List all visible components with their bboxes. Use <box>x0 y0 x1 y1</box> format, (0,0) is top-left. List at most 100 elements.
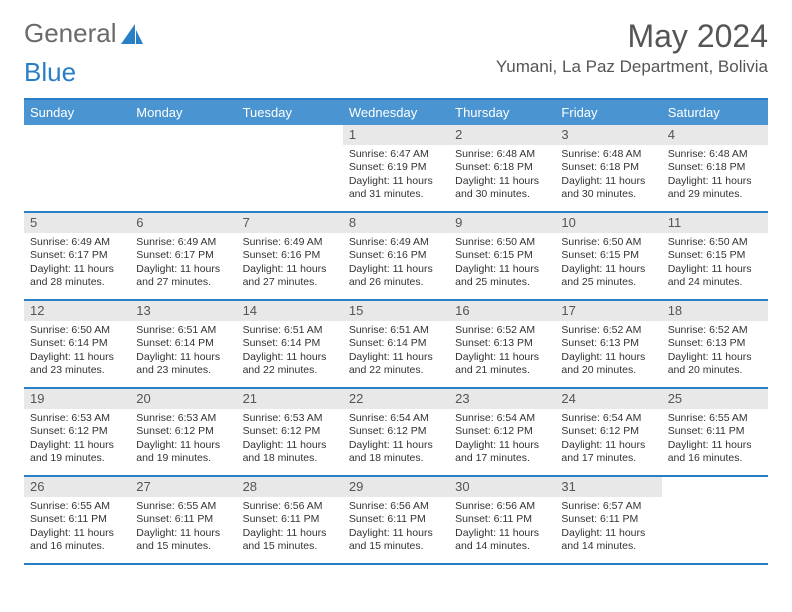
daylight-text: Daylight: 11 hours and 15 minutes. <box>349 527 443 553</box>
week-row: 26Sunrise: 6:55 AMSunset: 6:11 PMDayligh… <box>24 477 768 565</box>
calendar-cell: 26Sunrise: 6:55 AMSunset: 6:11 PMDayligh… <box>24 477 130 563</box>
sunset-text: Sunset: 6:11 PM <box>30 513 124 526</box>
daylight-text: Daylight: 11 hours and 28 minutes. <box>30 263 124 289</box>
calendar-cell: 6Sunrise: 6:49 AMSunset: 6:17 PMDaylight… <box>130 213 236 299</box>
day-header-tuesday: Tuesday <box>237 100 343 125</box>
calendar-cell: 5Sunrise: 6:49 AMSunset: 6:17 PMDaylight… <box>24 213 130 299</box>
week-row: 1Sunrise: 6:47 AMSunset: 6:19 PMDaylight… <box>24 125 768 213</box>
calendar-cell: 8Sunrise: 6:49 AMSunset: 6:16 PMDaylight… <box>343 213 449 299</box>
sunrise-text: Sunrise: 6:48 AM <box>561 148 655 161</box>
day-number: 13 <box>130 301 236 321</box>
sunrise-text: Sunrise: 6:57 AM <box>561 500 655 513</box>
daylight-text: Daylight: 11 hours and 25 minutes. <box>455 263 549 289</box>
sunset-text: Sunset: 6:16 PM <box>243 249 337 262</box>
sunrise-text: Sunrise: 6:56 AM <box>349 500 443 513</box>
calendar-cell: 30Sunrise: 6:56 AMSunset: 6:11 PMDayligh… <box>449 477 555 563</box>
sunset-text: Sunset: 6:18 PM <box>561 161 655 174</box>
sunrise-text: Sunrise: 6:48 AM <box>668 148 762 161</box>
day-number: 10 <box>555 213 661 233</box>
daylight-text: Daylight: 11 hours and 31 minutes. <box>349 175 443 201</box>
day-number: 1 <box>343 125 449 145</box>
daylight-text: Daylight: 11 hours and 18 minutes. <box>243 439 337 465</box>
sunset-text: Sunset: 6:13 PM <box>455 337 549 350</box>
calendar-cell: 19Sunrise: 6:53 AMSunset: 6:12 PMDayligh… <box>24 389 130 475</box>
sunrise-text: Sunrise: 6:54 AM <box>349 412 443 425</box>
day-number: 7 <box>237 213 343 233</box>
daylight-text: Daylight: 11 hours and 27 minutes. <box>136 263 230 289</box>
daylight-text: Daylight: 11 hours and 22 minutes. <box>349 351 443 377</box>
day-number: 18 <box>662 301 768 321</box>
day-number: 28 <box>237 477 343 497</box>
sunrise-text: Sunrise: 6:53 AM <box>136 412 230 425</box>
logo-text-2: Blue <box>24 57 76 88</box>
calendar-cell: 3 Sunrise: 6:48 AMSunset: 6:18 PMDaylight… <box>555 125 661 211</box>
daylight-text: Daylight: 11 hours and 16 minutes. <box>668 439 762 465</box>
day-number: 27 <box>130 477 236 497</box>
sunset-text: Sunset: 6:11 PM <box>668 425 762 438</box>
sunrise-text: Sunrise: 6:49 AM <box>136 236 230 249</box>
day-number: 12 <box>24 301 130 321</box>
calendar-cell <box>24 125 130 211</box>
sunset-text: Sunset: 6:11 PM <box>455 513 549 526</box>
sunrise-text: Sunrise: 6:54 AM <box>561 412 655 425</box>
daylight-text: Daylight: 11 hours and 19 minutes. <box>136 439 230 465</box>
calendar-cell: 2Sunrise: 6:48 AMSunset: 6:18 PMDaylight… <box>449 125 555 211</box>
week-row: 12Sunrise: 6:50 AMSunset: 6:14 PMDayligh… <box>24 301 768 389</box>
day-number: 6 <box>130 213 236 233</box>
calendar-cell: 20Sunrise: 6:53 AMSunset: 6:12 PMDayligh… <box>130 389 236 475</box>
sunset-text: Sunset: 6:15 PM <box>668 249 762 262</box>
daylight-text: Daylight: 11 hours and 30 minutes. <box>455 175 549 201</box>
sunrise-text: Sunrise: 6:53 AM <box>243 412 337 425</box>
daylight-text: Daylight: 11 hours and 15 minutes. <box>243 527 337 553</box>
sunrise-text: Sunrise: 6:52 AM <box>561 324 655 337</box>
daylight-text: Daylight: 11 hours and 24 minutes. <box>668 263 762 289</box>
week-row: 5Sunrise: 6:49 AMSunset: 6:17 PMDaylight… <box>24 213 768 301</box>
calendar-cell: 31Sunrise: 6:57 AMSunset: 6:11 PMDayligh… <box>555 477 661 563</box>
day-number: 17 <box>555 301 661 321</box>
calendar-cell: 4Sunrise: 6:48 AMSunset: 6:18 PMDaylight… <box>662 125 768 211</box>
day-number: 16 <box>449 301 555 321</box>
sunrise-text: Sunrise: 6:54 AM <box>455 412 549 425</box>
daylight-text: Daylight: 11 hours and 18 minutes. <box>349 439 443 465</box>
calendar-cell: 16Sunrise: 6:52 AMSunset: 6:13 PMDayligh… <box>449 301 555 387</box>
sunrise-text: Sunrise: 6:55 AM <box>136 500 230 513</box>
sunset-text: Sunset: 6:19 PM <box>349 161 443 174</box>
sunset-text: Sunset: 6:12 PM <box>243 425 337 438</box>
day-number: 15 <box>343 301 449 321</box>
calendar-cell <box>662 477 768 563</box>
calendar-cell: 11 Sunrise: 6:50 AMSunset: 6:15 PMDayligh… <box>662 213 768 299</box>
sunset-text: Sunset: 6:17 PM <box>30 249 124 262</box>
day-number: 25 <box>662 389 768 409</box>
sunset-text: Sunset: 6:11 PM <box>136 513 230 526</box>
day-header-saturday: Saturday <box>662 100 768 125</box>
logo-sail-icon <box>121 24 143 44</box>
calendar-cell: 24Sunrise: 6:54 AMSunset: 6:12 PMDayligh… <box>555 389 661 475</box>
day-number: 29 <box>343 477 449 497</box>
daylight-text: Daylight: 11 hours and 23 minutes. <box>136 351 230 377</box>
day-number: 8 <box>343 213 449 233</box>
sunset-text: Sunset: 6:14 PM <box>30 337 124 350</box>
day-number: 19 <box>24 389 130 409</box>
day-header-monday: Monday <box>130 100 236 125</box>
daylight-text: Daylight: 11 hours and 15 minutes. <box>136 527 230 553</box>
sunrise-text: Sunrise: 6:50 AM <box>668 236 762 249</box>
day-number: 3 <box>555 125 661 145</box>
calendar-cell: 7Sunrise: 6:49 AMSunset: 6:16 PMDaylight… <box>237 213 343 299</box>
calendar-cell: 10Sunrise: 6:50 AMSunset: 6:15 PMDayligh… <box>555 213 661 299</box>
title-block: May 2024 Yumani, La Paz Department, Boli… <box>496 18 768 77</box>
daylight-text: Daylight: 11 hours and 27 minutes. <box>243 263 337 289</box>
sunrise-text: Sunrise: 6:53 AM <box>30 412 124 425</box>
sunrise-text: Sunrise: 6:50 AM <box>561 236 655 249</box>
daylight-text: Daylight: 11 hours and 30 minutes. <box>561 175 655 201</box>
calendar-cell: 13Sunrise: 6:51 AMSunset: 6:14 PMDayligh… <box>130 301 236 387</box>
calendar-cell: 17Sunrise: 6:52 AMSunset: 6:13 PMDayligh… <box>555 301 661 387</box>
calendar-cell: 25Sunrise: 6:55 AMSunset: 6:11 PMDayligh… <box>662 389 768 475</box>
month-title: May 2024 <box>496 18 768 55</box>
sunset-text: Sunset: 6:18 PM <box>668 161 762 174</box>
day-number: 24 <box>555 389 661 409</box>
sunset-text: Sunset: 6:18 PM <box>455 161 549 174</box>
day-number: 11 <box>662 213 768 233</box>
day-number: 14 <box>237 301 343 321</box>
calendar-cell <box>237 125 343 211</box>
day-number: 26 <box>24 477 130 497</box>
